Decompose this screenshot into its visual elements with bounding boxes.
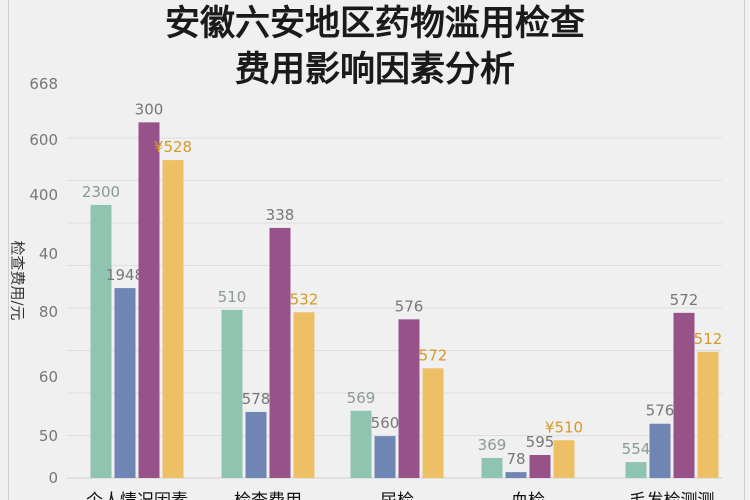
data-label: 78: [506, 450, 525, 468]
y-tick-label: 668: [29, 75, 58, 93]
data-label: 572: [419, 346, 448, 364]
bar: [221, 309, 243, 478]
data-label: 569: [347, 389, 376, 407]
x-category-label: 血检: [511, 491, 545, 500]
bar: [162, 160, 184, 478]
y-tick-label: 400: [29, 186, 58, 204]
data-label: 532: [290, 290, 319, 308]
data-label: 572: [670, 291, 699, 309]
data-label: 2300: [82, 183, 120, 201]
data-label: 576: [646, 402, 675, 420]
data-label: 554: [622, 440, 651, 458]
bar: [245, 411, 267, 478]
y-tick-label: 0: [48, 469, 58, 487]
data-label: 1948: [106, 266, 144, 284]
bar: [673, 312, 695, 478]
data-label: 338: [266, 206, 295, 224]
bar: [529, 454, 551, 478]
bar: [625, 462, 647, 478]
y-tick-label: 60: [39, 368, 58, 386]
x-category-label: 检查费用: [234, 491, 302, 500]
bar: [293, 312, 315, 478]
y-tick-label: 50: [39, 427, 58, 445]
data-label: 369: [478, 436, 507, 454]
bar: [269, 227, 291, 478]
data-label: 576: [395, 297, 424, 315]
bar: [481, 457, 503, 478]
data-label: ¥528: [154, 138, 192, 156]
data-label: 560: [371, 414, 400, 432]
y-tick-label: 600: [29, 131, 58, 149]
data-label: 595: [526, 433, 555, 451]
data-label: 578: [242, 390, 271, 408]
bar: [114, 288, 136, 478]
x-category-label: 尿检: [380, 491, 414, 500]
bar: [138, 122, 160, 479]
bar: [90, 204, 112, 478]
bar: [553, 440, 575, 478]
bar: [422, 368, 444, 478]
bar: [505, 472, 527, 478]
bar: [374, 436, 396, 478]
bar: [649, 423, 671, 478]
y-tick-label: 80: [39, 303, 58, 321]
data-label: 300: [135, 100, 164, 118]
bar: [398, 319, 420, 478]
data-label: 512: [694, 330, 723, 348]
x-category-label: 个人情况因素: [86, 491, 188, 500]
chart-title-line-2: 费用影响因素分析: [234, 50, 515, 90]
data-label: ¥510: [545, 418, 583, 436]
data-label: 510: [218, 288, 247, 306]
y-tick-label: 40: [39, 245, 58, 263]
bar: [350, 410, 372, 478]
chart-frame: [8, 0, 745, 500]
bar: [697, 351, 719, 478]
chart-title-line-1: 安徽六安地区药物滥用检查: [164, 4, 585, 44]
x-category-label: 毛发检测测: [630, 491, 715, 500]
